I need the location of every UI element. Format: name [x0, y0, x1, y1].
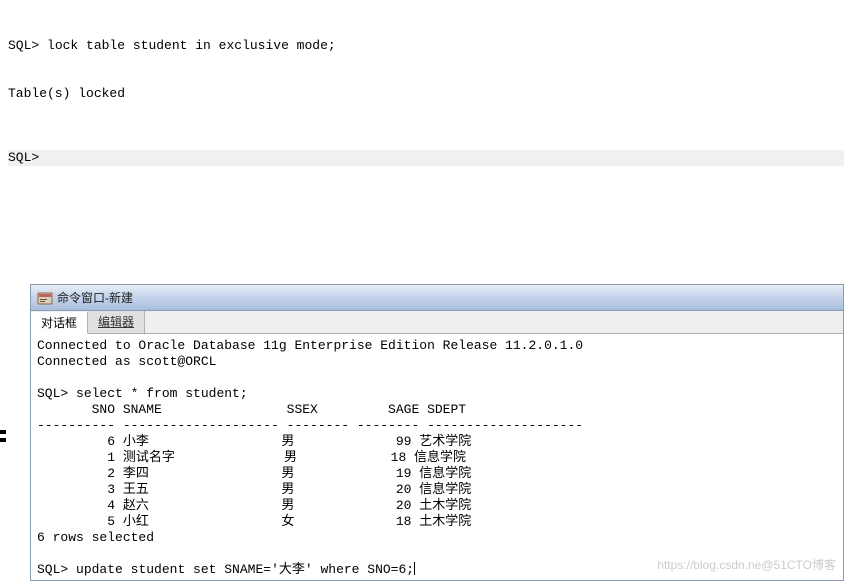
table-row: 1 测试名字 男 18 信息学院 [37, 450, 466, 465]
table-row: 5 小红 女 18 土木学院 [37, 514, 471, 529]
top-response: Table(s) locked [8, 86, 844, 102]
text-cursor [414, 562, 415, 575]
top-cmd-line: SQL> lock table student in exclusive mod… [8, 38, 844, 54]
table-header: SNO SNAME SSEX SAGE SDEPT [37, 402, 466, 417]
table-divider: ---------- -------------------- --------… [37, 418, 583, 433]
select-command: select * from student; [76, 386, 248, 401]
terminal-icon [37, 290, 53, 306]
rows-selected: 6 rows selected [37, 530, 154, 545]
decorative-marks [0, 430, 6, 452]
window-title-app: 命令窗口 [57, 290, 105, 306]
tab-bar: 对话框 编辑器 [31, 311, 843, 334]
table-row: 6 小李 男 99 艺术学院 [37, 434, 471, 449]
terminal-body[interactable]: Connected to Oracle Database 11g Enterpr… [31, 334, 843, 578]
sql-empty-prompt[interactable]: SQL> [8, 150, 844, 166]
table-row: 3 王五 男 20 信息学院 [37, 482, 471, 497]
window-titlebar[interactable]: 命令窗口 - 新建 [31, 285, 843, 311]
top-terminal: SQL> lock table student in exclusive mod… [0, 0, 844, 182]
update-command[interactable]: update student set SNAME='大李' where SNO=… [76, 562, 414, 577]
sql-prompt: SQL> [37, 562, 68, 577]
tab-editor[interactable]: 编辑器 [88, 311, 145, 333]
top-command: lock table student in exclusive mode; [47, 38, 336, 53]
table-row: 2 李四 男 19 信息学院 [37, 466, 471, 481]
sql-prompt: SQL> [37, 386, 68, 401]
connect-line2: Connected as scott@ORCL [37, 354, 216, 369]
sql-prompt: SQL> [8, 38, 39, 53]
connect-line1: Connected to Oracle Database 11g Enterpr… [37, 338, 583, 353]
tab-dialog[interactable]: 对话框 [31, 312, 88, 334]
command-window: 命令窗口 - 新建 对话框 编辑器 Connected to Oracle Da… [30, 284, 844, 581]
table-row: 4 赵六 男 20 土木学院 [37, 498, 471, 513]
window-title-doc: 新建 [109, 290, 133, 306]
